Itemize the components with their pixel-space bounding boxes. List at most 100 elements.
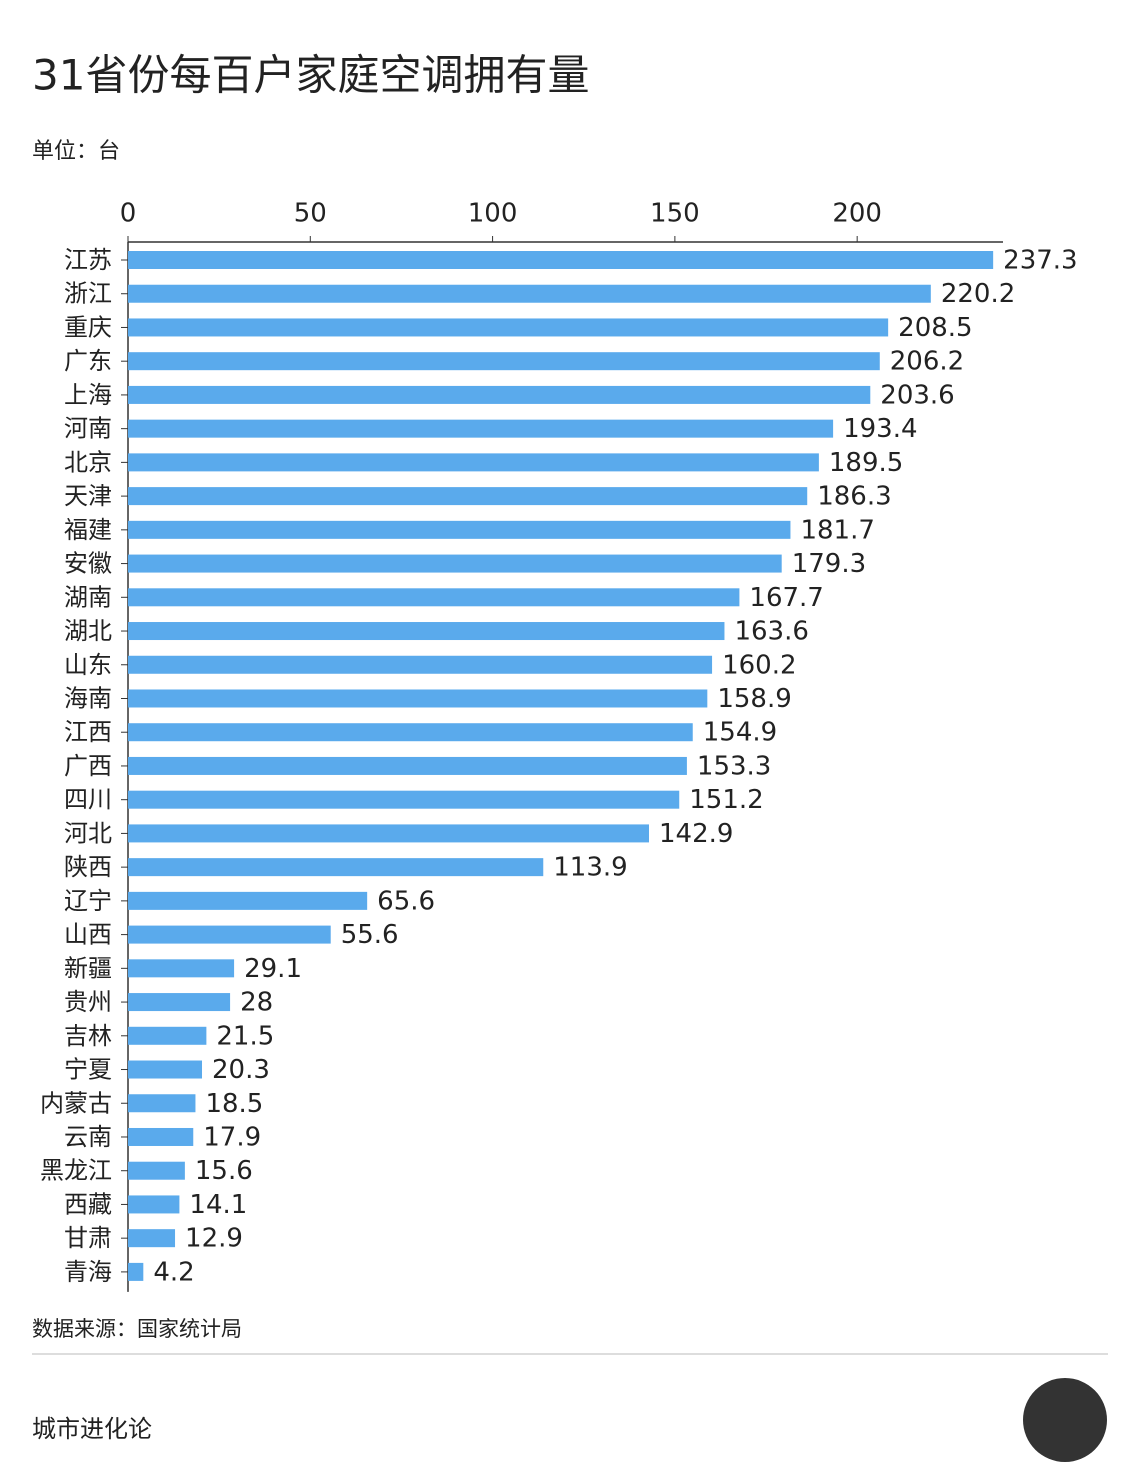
y-tick-label: 广西 bbox=[64, 752, 112, 780]
x-tick-label: 200 bbox=[832, 199, 882, 229]
y-tick-label: 青海 bbox=[64, 1258, 112, 1286]
x-tick-label: 150 bbox=[650, 199, 700, 229]
bar bbox=[128, 251, 994, 269]
value-label: 21.5 bbox=[216, 1021, 274, 1051]
bar bbox=[128, 622, 725, 641]
subtitle: 单位：台 bbox=[32, 139, 120, 164]
x-tick-label: 50 bbox=[294, 199, 327, 229]
bar bbox=[128, 993, 231, 1012]
value-label: 158.9 bbox=[717, 684, 791, 714]
x-tick-label: 100 bbox=[468, 199, 518, 229]
y-tick-label: 山西 bbox=[64, 921, 112, 949]
bar bbox=[128, 959, 235, 978]
bar bbox=[128, 1060, 203, 1079]
bar bbox=[128, 1161, 185, 1180]
chart-title: 31省份每百户家庭空调拥有量 bbox=[32, 51, 589, 100]
value-label: 55.6 bbox=[341, 920, 399, 950]
bar bbox=[128, 756, 687, 775]
value-label: 167.7 bbox=[749, 583, 823, 613]
value-label: 17.9 bbox=[203, 1122, 261, 1152]
value-label: 186.3 bbox=[817, 482, 891, 512]
y-tick-label: 西藏 bbox=[64, 1190, 112, 1218]
bar bbox=[128, 487, 808, 506]
y-tick-label: 四川 bbox=[64, 786, 112, 814]
value-label: 160.2 bbox=[722, 650, 796, 680]
bar bbox=[128, 891, 368, 910]
bar bbox=[128, 352, 880, 371]
y-tick-label: 内蒙古 bbox=[40, 1089, 112, 1117]
value-label: 206.2 bbox=[890, 347, 964, 377]
y-tick-label: 天津 bbox=[64, 482, 112, 510]
value-label: 29.1 bbox=[244, 954, 302, 984]
value-label: 65.6 bbox=[377, 886, 435, 916]
value-label: 220.2 bbox=[941, 279, 1015, 309]
y-tick-label: 江西 bbox=[64, 718, 112, 746]
logo bbox=[1023, 1378, 1107, 1462]
bar bbox=[128, 385, 871, 404]
y-tick-label: 湖北 bbox=[64, 617, 112, 645]
bar bbox=[128, 520, 791, 539]
y-tick-label: 贵州 bbox=[64, 988, 112, 1016]
y-tick-label: 陕西 bbox=[64, 853, 112, 881]
y-tick-label: 河北 bbox=[64, 819, 112, 847]
value-label: 237.3 bbox=[1003, 246, 1077, 276]
y-tick-label: 辽宁 bbox=[64, 887, 112, 915]
value-label: 163.6 bbox=[734, 617, 808, 647]
y-tick-label: 新疆 bbox=[64, 954, 112, 982]
bar bbox=[128, 1262, 144, 1281]
bar bbox=[128, 453, 819, 472]
y-tick-label: 黑龙江 bbox=[40, 1157, 112, 1185]
value-label: 154.9 bbox=[703, 718, 777, 748]
bar bbox=[128, 655, 713, 674]
value-label: 153.3 bbox=[697, 751, 771, 781]
y-tick-label: 上海 bbox=[64, 381, 112, 409]
bar bbox=[128, 554, 782, 573]
y-tick-label: 安徽 bbox=[64, 550, 112, 578]
y-tick-label: 山东 bbox=[64, 651, 112, 679]
bar bbox=[128, 284, 931, 303]
value-label: 28 bbox=[240, 988, 273, 1018]
bar bbox=[128, 1026, 207, 1045]
y-tick-label: 广东 bbox=[64, 347, 112, 375]
value-label: 14.1 bbox=[189, 1190, 247, 1220]
y-tick-label: 海南 bbox=[64, 684, 112, 712]
bar bbox=[128, 419, 834, 438]
bar bbox=[128, 1094, 196, 1113]
y-tick-label: 湖南 bbox=[64, 583, 112, 611]
bar bbox=[128, 1127, 194, 1146]
brand: 城市进化论 bbox=[32, 1415, 152, 1443]
value-label: 151.2 bbox=[689, 785, 763, 815]
value-label: 193.4 bbox=[843, 414, 917, 444]
bar bbox=[128, 1229, 176, 1248]
value-label: 179.3 bbox=[792, 549, 866, 579]
y-tick-label: 浙江 bbox=[64, 280, 112, 308]
x-tick-label: 0 bbox=[120, 199, 137, 229]
y-tick-label: 江苏 bbox=[64, 246, 112, 274]
source: 数据来源：国家统计局 bbox=[32, 1317, 242, 1341]
bar bbox=[128, 318, 889, 337]
bar bbox=[128, 925, 331, 944]
value-label: 20.3 bbox=[212, 1055, 270, 1085]
y-tick-label: 云南 bbox=[64, 1123, 112, 1151]
value-label: 203.6 bbox=[880, 380, 954, 410]
bar bbox=[128, 689, 708, 708]
y-tick-label: 甘肃 bbox=[64, 1224, 112, 1252]
bar bbox=[128, 824, 649, 843]
bar bbox=[128, 790, 680, 809]
bar bbox=[128, 723, 693, 742]
y-tick-label: 吉林 bbox=[64, 1022, 112, 1050]
y-tick-label: 重庆 bbox=[64, 313, 112, 341]
value-label: 142.9 bbox=[659, 819, 733, 849]
bar bbox=[128, 1195, 180, 1214]
y-tick-label: 宁夏 bbox=[64, 1056, 112, 1084]
value-label: 181.7 bbox=[800, 515, 874, 545]
value-label: 113.9 bbox=[553, 853, 627, 883]
bar bbox=[128, 588, 740, 607]
value-label: 208.5 bbox=[898, 313, 972, 343]
value-label: 189.5 bbox=[829, 448, 903, 478]
y-tick-label: 福建 bbox=[64, 516, 112, 544]
y-tick-label: 河南 bbox=[64, 415, 112, 443]
bar bbox=[128, 858, 544, 877]
value-label: 15.6 bbox=[195, 1156, 253, 1186]
